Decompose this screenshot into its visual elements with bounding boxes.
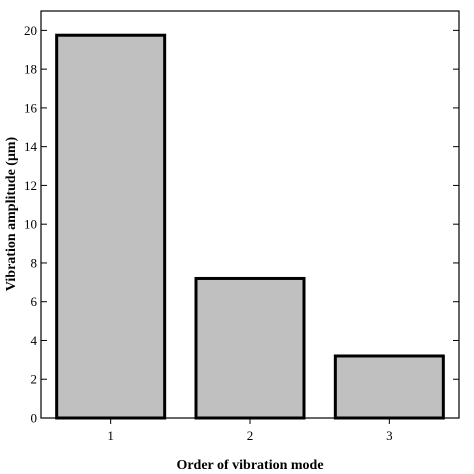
x-tick-label: 2 (247, 428, 254, 443)
y-tick-label: 10 (24, 217, 37, 232)
x-axis-title: Order of vibration mode (176, 458, 323, 473)
bar-mode-1 (55, 33, 167, 420)
y-tick-label: 2 (31, 372, 38, 387)
y-tick-label: 0 (31, 411, 38, 426)
y-axis-title: Vibration amplitude (μm) (4, 136, 19, 291)
y-tick-label: 8 (31, 255, 38, 270)
y-tick-label: 18 (24, 62, 37, 77)
y-tick-label: 14 (24, 139, 38, 154)
x-tick-label: 3 (386, 428, 393, 443)
x-tick-label: 1 (107, 428, 114, 443)
y-tick-label: 6 (31, 294, 38, 309)
bar-mode-2 (194, 276, 306, 420)
y-tick-label: 12 (24, 178, 37, 193)
bar-mode-3 (333, 354, 445, 420)
y-tick-label: 4 (31, 333, 38, 348)
y-tick-label: 16 (24, 100, 38, 115)
y-tick-label: 20 (24, 23, 37, 38)
